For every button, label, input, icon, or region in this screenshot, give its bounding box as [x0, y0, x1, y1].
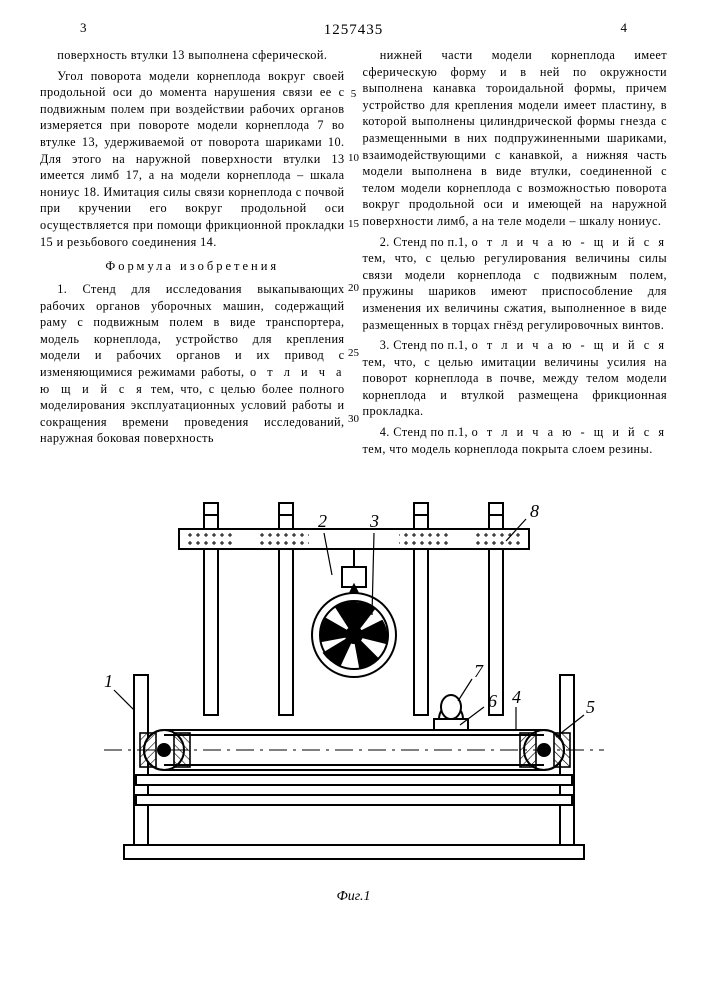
- text: тем, что, с целью регулирования величины…: [363, 251, 668, 331]
- paragraph: 4. Стенд по п.1, о т л и ч а ю - щ и й с…: [363, 424, 668, 457]
- text: тем, что, с целью имитации величины усил…: [363, 355, 668, 419]
- line-number: 5: [351, 88, 357, 100]
- line-number: 20: [348, 282, 359, 294]
- paragraph: нижней части модели корнеплода имеет сфе…: [363, 47, 668, 230]
- line-number: 15: [348, 218, 359, 230]
- figure-caption: Фиг.1: [40, 889, 667, 905]
- text-columns: поверхность втулки 13 выполнена сферичес…: [40, 47, 667, 461]
- fig-label: 5: [586, 697, 595, 717]
- emphasis: о т л и ч а ю - щ и й с я: [472, 425, 667, 439]
- fig-label: 8: [530, 501, 539, 521]
- page-num-right: 4: [621, 20, 628, 36]
- text: 2. Стенд по п.1,: [380, 235, 472, 249]
- text: тем, что модель корнеплода покрыта слоем…: [363, 442, 653, 456]
- paragraph: 2. Стенд по п.1, о т л и ч а ю - щ и й с…: [363, 234, 668, 334]
- right-column: нижней части модели корнеплода имеет сфе…: [363, 47, 668, 461]
- page-num-left: 3: [80, 20, 87, 36]
- fig-label: 7: [474, 661, 484, 681]
- page: 3 4 1257435 5 10 15 20 25 30 поверхность…: [0, 0, 707, 1000]
- paragraph: Угол поворота модели корнеплода вокруг с…: [40, 68, 345, 251]
- paragraph: 3. Стенд по п.1, о т л и ч а ю - щ и й с…: [363, 337, 668, 420]
- fig-label: 1: [104, 671, 113, 691]
- paragraph: 1. Стенд для исследования выкапывающих р…: [40, 281, 345, 447]
- fig-label: 2: [318, 511, 327, 531]
- line-number: 10: [348, 152, 359, 164]
- line-number: 25: [348, 347, 359, 359]
- emphasis: о т л и ч а ю - щ и й с я: [472, 235, 667, 249]
- emphasis: о т л и ч а ю - щ и й с я: [472, 338, 667, 352]
- line-number: 30: [348, 413, 359, 425]
- fig-label: 3: [369, 511, 379, 531]
- paragraph: поверхность втулки 13 выполнена сферичес…: [40, 47, 345, 64]
- document-number: 1257435: [40, 22, 667, 39]
- fig-label: 6: [488, 691, 497, 711]
- fig-label: 4: [512, 687, 521, 707]
- text: 4. Стенд по п.1,: [380, 425, 472, 439]
- figure-svg: 1 2 3 8 7 6 4 5: [74, 475, 634, 885]
- formula-heading: Формула изобретения: [40, 258, 345, 275]
- text: 3. Стенд по п.1,: [380, 338, 472, 352]
- figure-1: 1 2 3 8 7 6 4 5 Фиг.1: [40, 475, 667, 905]
- left-column: поверхность втулки 13 выполнена сферичес…: [40, 47, 345, 461]
